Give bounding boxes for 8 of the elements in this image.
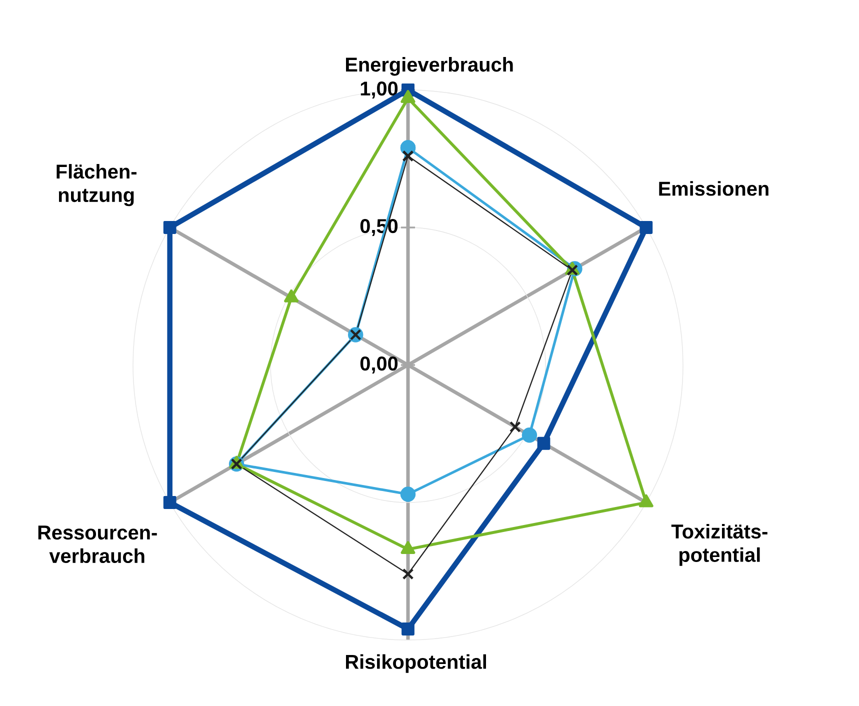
spoke-label: Toxizitäts-potential [671,524,768,566]
y-tick-label: 1,00 [360,82,398,98]
spoke-label: Emissionen [659,181,768,196]
spoke-label: Risikopotential [346,654,486,673]
spoke-label: Energieverbrauch [346,57,513,76]
spoke-label: Ressourcen-verbrauch [38,526,157,564]
y-tick-label: 0,00 [360,356,398,374]
spoke-label: Flächen-nutzung [56,164,136,206]
